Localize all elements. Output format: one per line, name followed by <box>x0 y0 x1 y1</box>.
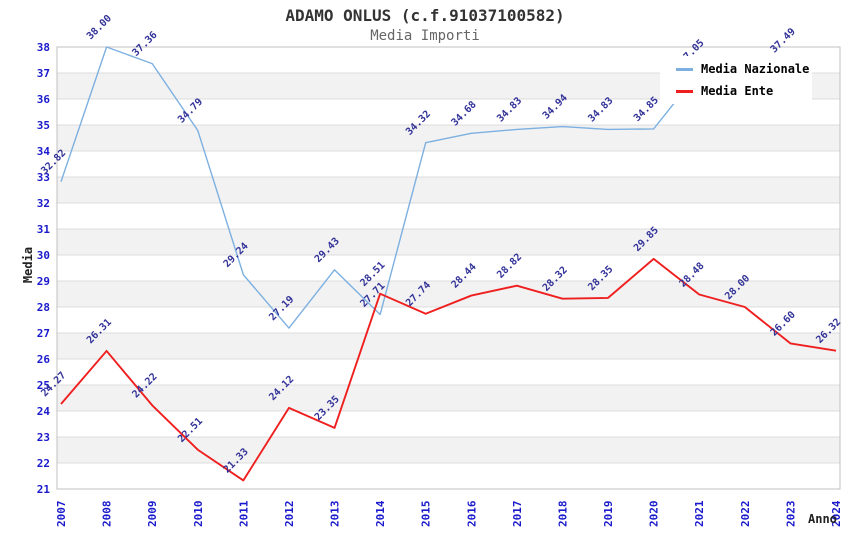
y-tick-label: 34 <box>37 145 51 158</box>
x-tick-label: 2011 <box>237 500 250 527</box>
x-tick-label: 2007 <box>55 501 68 528</box>
x-tick-label: 2018 <box>556 501 569 528</box>
chart-subtitle: Media Importi <box>370 28 480 44</box>
grid-band <box>57 437 840 463</box>
legend-item-media-ente: Media Ente <box>676 82 812 100</box>
y-tick-label: 35 <box>37 119 50 132</box>
x-tick-label: 2016 <box>465 500 478 527</box>
x-tick-label: 2008 <box>101 501 114 528</box>
data-label: 28.82 <box>495 252 524 281</box>
legend-label-nazionale: Media Nazionale <box>701 62 810 76</box>
x-tick-label: 2021 <box>693 500 706 527</box>
data-label: 34.83 <box>586 95 615 124</box>
y-tick-label: 31 <box>37 223 51 236</box>
x-tick-label: 2017 <box>511 501 524 528</box>
data-label: 37.49 <box>769 26 798 55</box>
y-tick-label: 32 <box>37 197 50 210</box>
x-tick-label: 2020 <box>648 501 661 528</box>
legend-item-media-nazionale: Media Nazionale <box>676 60 812 78</box>
y-tick-label: 29 <box>37 275 50 288</box>
legend-label-ente: Media Ente <box>701 84 774 98</box>
y-tick-label: 38 <box>37 41 50 54</box>
x-tick-label: 2010 <box>192 501 205 528</box>
y-tick-label: 24 <box>37 405 51 418</box>
x-tick-label: 2012 <box>283 501 296 528</box>
y-tick-label: 37 <box>37 67 50 80</box>
x-tick-label: 2022 <box>739 501 752 528</box>
data-label: 37.36 <box>131 30 160 59</box>
legend: Media Nazionale Media Ente <box>660 56 812 104</box>
x-tick-label: 2015 <box>420 501 433 528</box>
y-tick-label: 27 <box>37 327 50 340</box>
x-tick-label: 2019 <box>602 501 615 528</box>
data-label: 34.83 <box>495 95 524 124</box>
x-tick-label: 2009 <box>146 501 159 528</box>
y-tick-label: 26 <box>37 353 51 366</box>
grid-band <box>57 333 840 359</box>
series-line-media-nazionale <box>60 46 791 329</box>
y-tick-label: 36 <box>37 93 51 106</box>
legend-line-swatch-nazionale <box>676 67 693 71</box>
x-tick-label: 2024 <box>830 500 843 527</box>
y-tick-label: 33 <box>37 171 50 184</box>
x-tick-label: 2013 <box>329 501 342 528</box>
y-tick-label: 23 <box>37 431 50 444</box>
data-label: 34.68 <box>450 99 479 128</box>
y-tick-label: 21 <box>37 483 51 496</box>
chart-title: ADAMO ONLUS (c.f.91037100582) <box>285 6 565 25</box>
x-axis-title: Anno <box>808 512 837 526</box>
grid-band <box>57 229 840 255</box>
grid-band <box>57 281 840 307</box>
y-tick-label: 25 <box>37 379 50 392</box>
y-tick-label: 28 <box>37 301 50 314</box>
legend-line-swatch-ente <box>676 89 693 93</box>
grid-band <box>57 177 840 203</box>
y-tick-label: 22 <box>37 457 50 470</box>
data-label: 38.00 <box>85 13 114 42</box>
x-tick-label: 2023 <box>784 501 797 528</box>
plot-border <box>56 46 841 490</box>
grid-band <box>57 385 840 411</box>
x-tick-label: 2014 <box>374 500 387 527</box>
series-line-media-ente <box>60 257 837 482</box>
y-tick-label: 30 <box>37 249 50 262</box>
